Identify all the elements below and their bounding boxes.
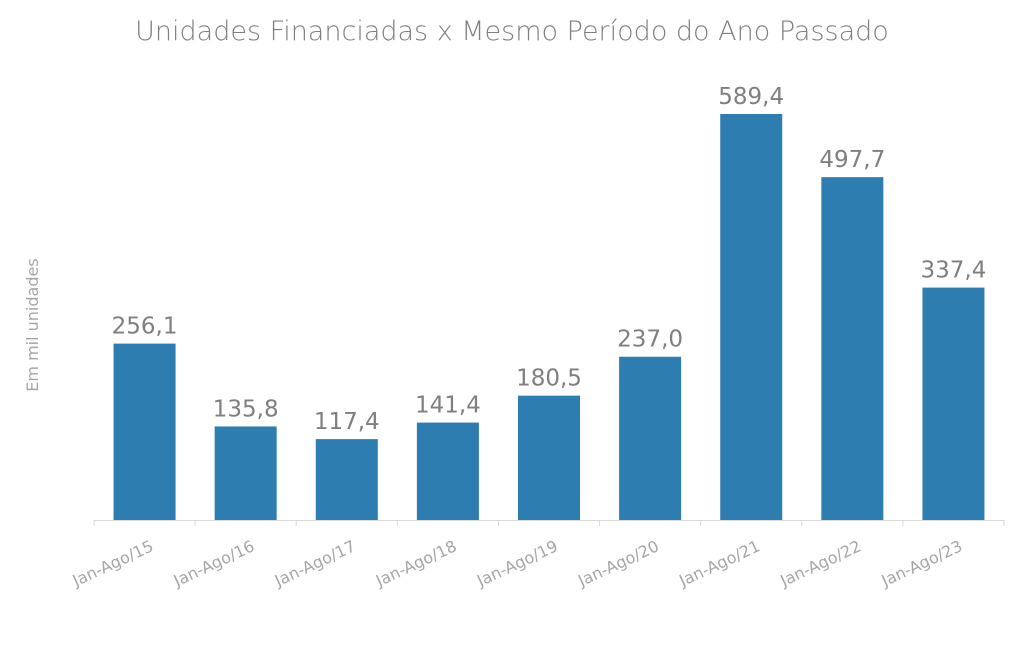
bar-jan-ago-21 — [720, 114, 783, 520]
bar-jan-ago-15 — [113, 343, 176, 520]
y-axis-label: Em mil unidades — [23, 258, 42, 391]
x-axis — [93, 520, 1005, 526]
data-label: 337,4 — [921, 258, 987, 284]
bar-jan-ago-19 — [518, 395, 580, 520]
bar-jan-ago-22 — [821, 177, 884, 521]
x-tick-label: Jan-Ago/19 — [473, 536, 561, 590]
data-label: 141,4 — [415, 393, 481, 419]
bar-jan-ago-16 — [214, 426, 277, 520]
bar-jan-ago-23 — [922, 287, 985, 520]
chart-title: Unidades Financiadas x Mesmo Período do … — [135, 16, 889, 47]
data-label: 180,5 — [516, 366, 582, 392]
bar-jan-ago-18 — [416, 422, 479, 520]
x-tick-label: Jan-Ago/18 — [372, 536, 460, 590]
bar-jan-ago-20 — [619, 356, 682, 520]
x-tick-label: Jan-Ago/23 — [878, 536, 966, 590]
x-tick-label: Jan-Ago/15 — [69, 536, 157, 590]
data-label: 135,8 — [213, 396, 279, 422]
x-tick-label: Jan-Ago/20 — [574, 536, 662, 590]
x-tick-label: Jan-Ago/21 — [675, 536, 763, 590]
bars-layer — [113, 114, 985, 521]
x-tick-label: Jan-Ago/22 — [776, 536, 864, 590]
x-tick-labels-layer: Jan-Ago/15 Jan-Ago/16 Jan-Ago/17 Jan-Ago/18… — [69, 536, 965, 590]
data-label: 497,7 — [819, 147, 885, 173]
x-tick-label: Jan-Ago/17 — [271, 536, 359, 590]
data-label: 589,4 — [718, 84, 784, 110]
x-tick-label: Jan-Ago/16 — [170, 536, 258, 590]
data-label: 117,4 — [314, 409, 380, 435]
data-labels-layer: 256,1 135,8 117,4 141,4 180,5 237,0 589,4 497,7… — [112, 84, 987, 435]
data-label: 237,0 — [617, 327, 683, 353]
bar-jan-ago-17 — [315, 439, 378, 520]
data-label: 256,1 — [112, 314, 178, 340]
